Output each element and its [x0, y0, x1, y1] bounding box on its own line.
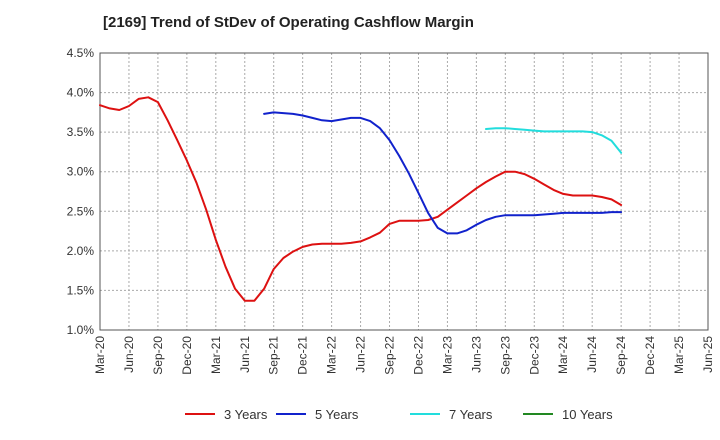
x-tick-label: Mar-20	[93, 336, 107, 374]
series-line-3-years	[99, 96, 623, 302]
x-tick-label: Jun-21	[238, 336, 252, 373]
x-tick-label: Sep-20	[151, 336, 165, 375]
y-tick-label: 1.0%	[67, 323, 95, 337]
legend-label: 5 Years	[315, 407, 359, 422]
grid-layer	[99, 52, 709, 331]
legend-label: 3 Years	[224, 407, 268, 422]
x-tick-label: Dec-20	[180, 336, 194, 375]
y-tick-label: 3.5%	[67, 125, 95, 139]
y-tick-label: 4.5%	[67, 46, 95, 60]
x-tick-label: Dec-21	[296, 336, 310, 375]
legend: 3 Years 5 Years 7 Years 10 Years	[185, 407, 613, 422]
x-tick-label: Mar-22	[325, 336, 339, 374]
x-tick-label: Mar-25	[672, 336, 686, 374]
plot-frame	[99, 52, 709, 331]
x-tick-label: Jun-23	[469, 336, 483, 373]
series-layer	[99, 96, 623, 302]
x-tick-label: Mar-23	[440, 336, 454, 374]
legend-label: 10 Years	[562, 407, 613, 422]
legend-label: 7 Years	[449, 407, 493, 422]
x-tick-label: Jun-24	[585, 336, 599, 373]
y-tick-label: 1.5%	[67, 283, 95, 297]
series-line-5-years	[263, 111, 623, 235]
x-tick-label: Jun-25	[701, 336, 715, 373]
plot-area-border	[99, 52, 709, 331]
y-tick-label: 3.0%	[67, 165, 95, 179]
x-tick-label: Sep-23	[498, 336, 512, 375]
x-tick-label: Mar-21	[209, 336, 223, 374]
chart-title: [2169] Trend of StDev of Operating Cashf…	[103, 14, 474, 31]
x-tick-label: Sep-22	[383, 336, 397, 375]
y-tick-label: 2.5%	[67, 204, 95, 218]
y-axis-ticks: 1.0% 1.5% 2.0% 2.5% 3.0% 3.5% 4.0% 4.5%	[67, 46, 95, 337]
x-axis-ticks: Mar-20 Jun-20 Sep-20 Dec-20 Mar-21 Jun-21 Sep-…	[93, 336, 715, 375]
x-tick-label: Mar-24	[556, 336, 570, 374]
x-tick-label: Jun-22	[354, 336, 368, 373]
x-tick-label: Dec-22	[411, 336, 425, 375]
x-tick-label: Dec-24	[643, 336, 657, 375]
x-tick-label: Dec-23	[527, 336, 541, 375]
x-tick-label: Sep-21	[267, 336, 281, 375]
y-tick-label: 2.0%	[67, 244, 95, 258]
x-tick-label: Jun-20	[122, 336, 136, 373]
y-tick-label: 4.0%	[67, 86, 95, 100]
series-line-7-years	[485, 127, 623, 154]
x-tick-label: Sep-24	[614, 336, 628, 375]
